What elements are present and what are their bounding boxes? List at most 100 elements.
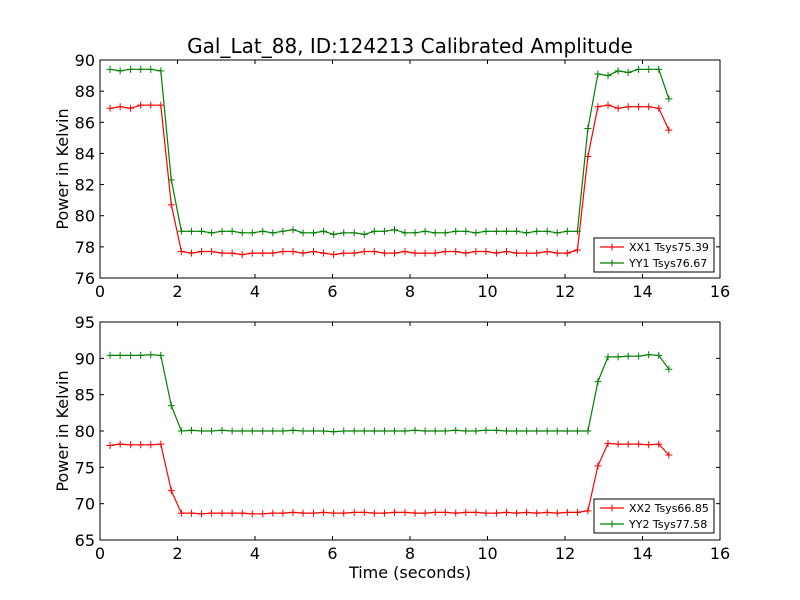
data-point bbox=[279, 509, 287, 517]
data-point bbox=[137, 101, 145, 109]
data-point bbox=[472, 508, 480, 516]
data-point bbox=[279, 227, 287, 235]
y-tick-label: 90 bbox=[75, 349, 95, 368]
data-point bbox=[360, 508, 368, 516]
x-tick-label: 16 bbox=[710, 544, 730, 563]
legend-label: XX1 Tsys75.39 bbox=[629, 241, 709, 254]
x-tick-label: 8 bbox=[405, 544, 415, 563]
legend bbox=[593, 498, 715, 534]
data-point bbox=[502, 427, 510, 435]
data-point bbox=[563, 227, 571, 235]
data-point bbox=[310, 248, 318, 256]
data-point bbox=[218, 227, 226, 235]
data-point bbox=[543, 508, 551, 516]
data-point bbox=[370, 248, 378, 256]
data-point bbox=[279, 427, 287, 435]
data-point bbox=[238, 427, 246, 435]
data-point bbox=[665, 365, 673, 373]
data-point bbox=[482, 248, 490, 256]
data-point bbox=[198, 227, 206, 235]
data-point bbox=[238, 229, 246, 237]
data-point bbox=[665, 95, 673, 103]
data-point bbox=[411, 229, 419, 237]
data-point bbox=[645, 351, 653, 359]
data-point bbox=[401, 427, 409, 435]
top-panel: 0 2 4 6 8 10 12 14 16 76 78 80 82 84 86 88 90 Power in Ke… bbox=[53, 51, 730, 301]
data-point bbox=[157, 67, 165, 75]
x-tick-label: 4 bbox=[250, 544, 260, 563]
data-point bbox=[167, 402, 175, 410]
data-point bbox=[472, 248, 480, 256]
data-point bbox=[523, 427, 531, 435]
y-tick-label: 76 bbox=[75, 269, 95, 288]
data-point bbox=[218, 426, 226, 434]
legend-marker bbox=[608, 243, 616, 251]
data-point bbox=[187, 227, 195, 235]
data-point bbox=[157, 440, 165, 448]
x-tick-label: 14 bbox=[632, 282, 652, 301]
data-point bbox=[330, 230, 338, 238]
data-point bbox=[289, 248, 297, 256]
data-point bbox=[421, 249, 429, 257]
data-point bbox=[462, 227, 470, 235]
x-tick-label: 10 bbox=[477, 282, 497, 301]
data-point bbox=[563, 249, 571, 257]
data-point bbox=[228, 249, 236, 257]
data-point bbox=[502, 248, 510, 256]
data-point bbox=[441, 427, 449, 435]
data-point bbox=[665, 451, 673, 459]
x-tick-label: 10 bbox=[477, 544, 497, 563]
data-point bbox=[482, 509, 490, 517]
data-point bbox=[584, 125, 592, 133]
y-tick-label: 90 bbox=[75, 51, 95, 70]
data-point bbox=[289, 426, 297, 434]
data-point bbox=[553, 509, 561, 517]
data-point bbox=[533, 427, 541, 435]
y-tick-label: 82 bbox=[75, 176, 95, 195]
data-point bbox=[573, 227, 581, 235]
data-point bbox=[380, 427, 388, 435]
data-point bbox=[431, 249, 439, 257]
data-point bbox=[563, 427, 571, 435]
data-point bbox=[269, 229, 277, 237]
data-point bbox=[614, 353, 622, 361]
data-point bbox=[248, 427, 256, 435]
data-point bbox=[523, 508, 531, 516]
data-point bbox=[624, 440, 632, 448]
data-point bbox=[187, 509, 195, 517]
data-point bbox=[431, 508, 439, 516]
data-point bbox=[624, 352, 632, 360]
data-point bbox=[208, 248, 216, 256]
data-point bbox=[320, 227, 328, 235]
data-point bbox=[187, 249, 195, 257]
x-tick-label: 16 bbox=[710, 282, 730, 301]
data-point bbox=[269, 509, 277, 517]
x-axis-label: Time (seconds) bbox=[348, 563, 471, 582]
data-point bbox=[553, 229, 561, 237]
data-point bbox=[137, 65, 145, 73]
data-point bbox=[635, 352, 643, 360]
data-point bbox=[645, 103, 653, 111]
data-point bbox=[269, 249, 277, 257]
y-tick-label: 85 bbox=[75, 386, 95, 405]
legend-label: XX2 Tsys66.85 bbox=[629, 502, 709, 515]
data-point bbox=[472, 229, 480, 237]
x-tick-label: 2 bbox=[172, 282, 182, 301]
data-point bbox=[320, 249, 328, 257]
data-point bbox=[604, 101, 612, 109]
data-point bbox=[411, 426, 419, 434]
data-point bbox=[269, 427, 277, 435]
data-point bbox=[127, 351, 135, 359]
data-point bbox=[350, 249, 358, 257]
data-point bbox=[137, 441, 145, 449]
data-point bbox=[106, 442, 114, 450]
series-line-0-0 bbox=[110, 104, 670, 256]
data-point bbox=[533, 509, 541, 517]
data-point bbox=[157, 101, 165, 109]
x-tick-label: 4 bbox=[250, 282, 260, 301]
data-point bbox=[391, 249, 398, 257]
data-point bbox=[431, 229, 439, 237]
data-point bbox=[533, 249, 541, 257]
data-point bbox=[492, 509, 500, 517]
data-point bbox=[635, 103, 643, 111]
